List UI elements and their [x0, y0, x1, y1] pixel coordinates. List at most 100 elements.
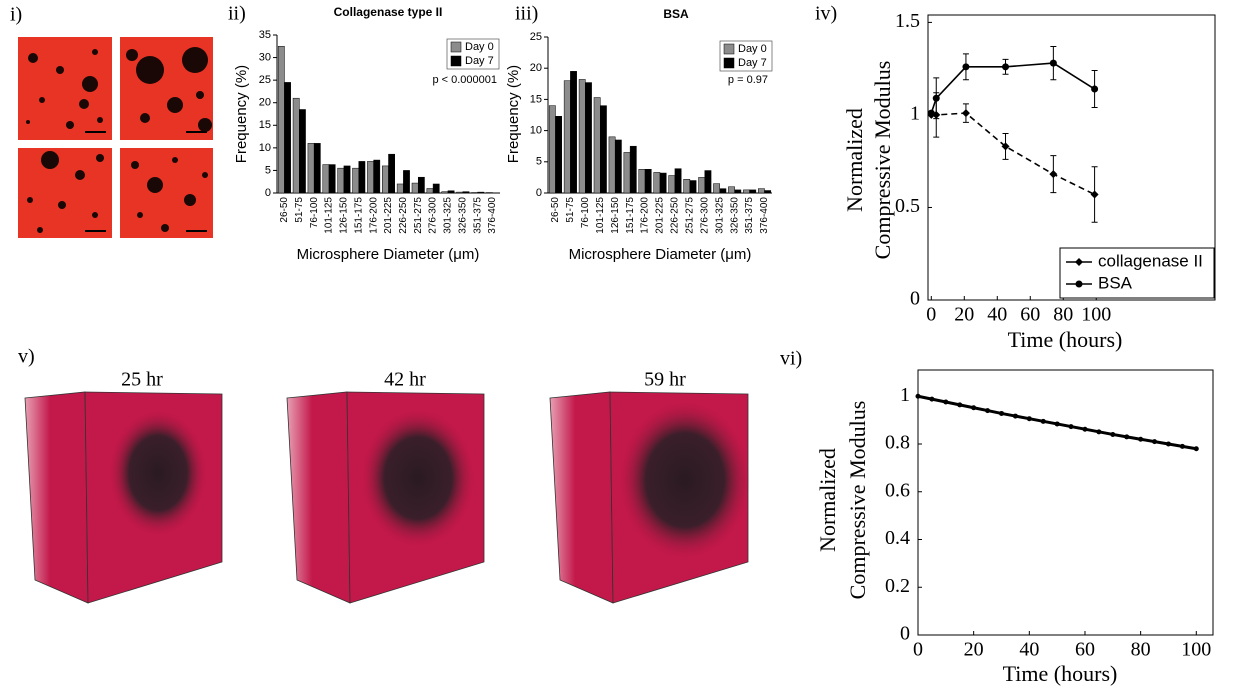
bar	[728, 186, 735, 194]
y-axis-label: Frequency (%)	[505, 65, 522, 163]
x-tick-label: 26-50	[550, 197, 561, 223]
x-tick-label: 276-300	[699, 197, 710, 234]
x-tick-label: 376-400	[487, 197, 498, 234]
marker	[1152, 439, 1158, 445]
marker	[1179, 443, 1185, 449]
bar	[299, 109, 306, 194]
legend-marker	[1075, 258, 1083, 266]
y-tick-label: 30	[259, 51, 271, 63]
x-tick-label: 301-325	[714, 197, 725, 234]
x-tick-label: 101-125	[324, 197, 335, 234]
x-tick-label: 40	[1019, 639, 1039, 661]
bar	[277, 46, 285, 194]
y-tick-label: 0.8	[885, 432, 910, 454]
y-tick-label: 20	[530, 62, 542, 74]
cube: 59 hr	[549, 369, 750, 604]
bar	[555, 115, 562, 194]
y-tick-label: 0.6	[885, 479, 910, 501]
bar	[743, 189, 750, 194]
x-tick-label: 226-250	[670, 197, 681, 234]
scale-bars	[85, 131, 207, 232]
x-tick-label: 151-175	[353, 197, 364, 234]
x-tick-label: 101-125	[595, 197, 606, 234]
bar	[284, 82, 291, 194]
x-tick-label: 20	[954, 304, 974, 326]
x-tick-label: 51-75	[565, 197, 576, 223]
bar	[313, 143, 321, 194]
series-line	[931, 112, 1095, 196]
y-tick-label: 35	[259, 29, 271, 41]
x-tick-label: 326-350	[457, 197, 468, 234]
bar	[396, 183, 404, 194]
legend-swatch	[450, 55, 462, 67]
marker	[1026, 416, 1032, 422]
y-tick-label: 0	[265, 187, 271, 199]
x-tick-label: 201-225	[383, 197, 394, 234]
marker	[1110, 431, 1116, 437]
y-tick-label: 25	[259, 74, 271, 86]
y-tick-label: 25	[530, 31, 542, 43]
bar	[328, 164, 336, 194]
bar	[653, 172, 661, 194]
legend-swatch	[450, 41, 462, 53]
marker	[927, 109, 935, 117]
chart-title: BSA	[663, 7, 689, 21]
plot-frame	[927, 14, 1216, 301]
legend-swatch	[723, 57, 735, 69]
microspheres	[26, 47, 212, 233]
y-tick-label: 1	[910, 103, 920, 125]
bar	[734, 189, 742, 194]
bar	[674, 168, 682, 194]
series-line	[930, 62, 1096, 114]
bar	[570, 71, 577, 194]
marker	[1124, 434, 1130, 440]
marker	[1049, 170, 1058, 179]
micrograph-grid	[18, 37, 213, 238]
bar	[343, 165, 351, 194]
marker	[962, 63, 970, 71]
x-tick-label: 100	[1181, 639, 1211, 661]
x-tick-label: 0	[913, 639, 923, 661]
y-tick-label: 1.5	[895, 10, 920, 32]
legend-label: Day 0	[738, 43, 767, 55]
x-tick-label: 80	[1053, 304, 1073, 326]
marker	[915, 393, 921, 399]
volume-renders: 25 hr 42 hr 59 hr	[24, 369, 750, 604]
bar	[548, 105, 556, 194]
y-axis-label: Normalized	[815, 448, 840, 552]
annotation: p = 0.97	[728, 74, 768, 86]
x-tick-label: 151-175	[625, 197, 636, 234]
x-axis-label: Time (hours)	[1008, 327, 1123, 352]
y-tick-label: 15	[530, 93, 542, 105]
bar	[585, 82, 592, 194]
bar	[683, 179, 691, 194]
y-axis-label: Normalized	[842, 108, 867, 212]
y-tick-label: 15	[259, 119, 271, 131]
x-tick-label: 251-275	[685, 197, 696, 234]
marker	[1002, 63, 1010, 71]
marker	[961, 109, 970, 118]
x-tick-label: 0	[926, 304, 936, 326]
bar	[644, 169, 652, 194]
y-tick-label: 0.2	[885, 575, 910, 597]
x-axis-label: Time (hours)	[1003, 661, 1118, 686]
marker	[932, 94, 940, 102]
marker	[998, 410, 1004, 416]
bar	[764, 190, 772, 194]
legend-label: collagenase II	[1098, 251, 1203, 270]
marker	[957, 402, 963, 408]
panel-label: vi)	[780, 348, 802, 370]
bar	[629, 145, 637, 194]
y-tick-label: 20	[259, 97, 271, 109]
y-tick-label: 5	[265, 164, 271, 176]
marker	[1090, 190, 1099, 199]
marker	[929, 396, 935, 402]
panel-label: v)	[18, 346, 35, 368]
bar	[337, 167, 345, 194]
bar	[563, 80, 571, 194]
bar	[358, 161, 366, 194]
legend-label: Day 0	[465, 41, 494, 53]
marker	[1068, 424, 1074, 430]
bar	[292, 97, 300, 194]
